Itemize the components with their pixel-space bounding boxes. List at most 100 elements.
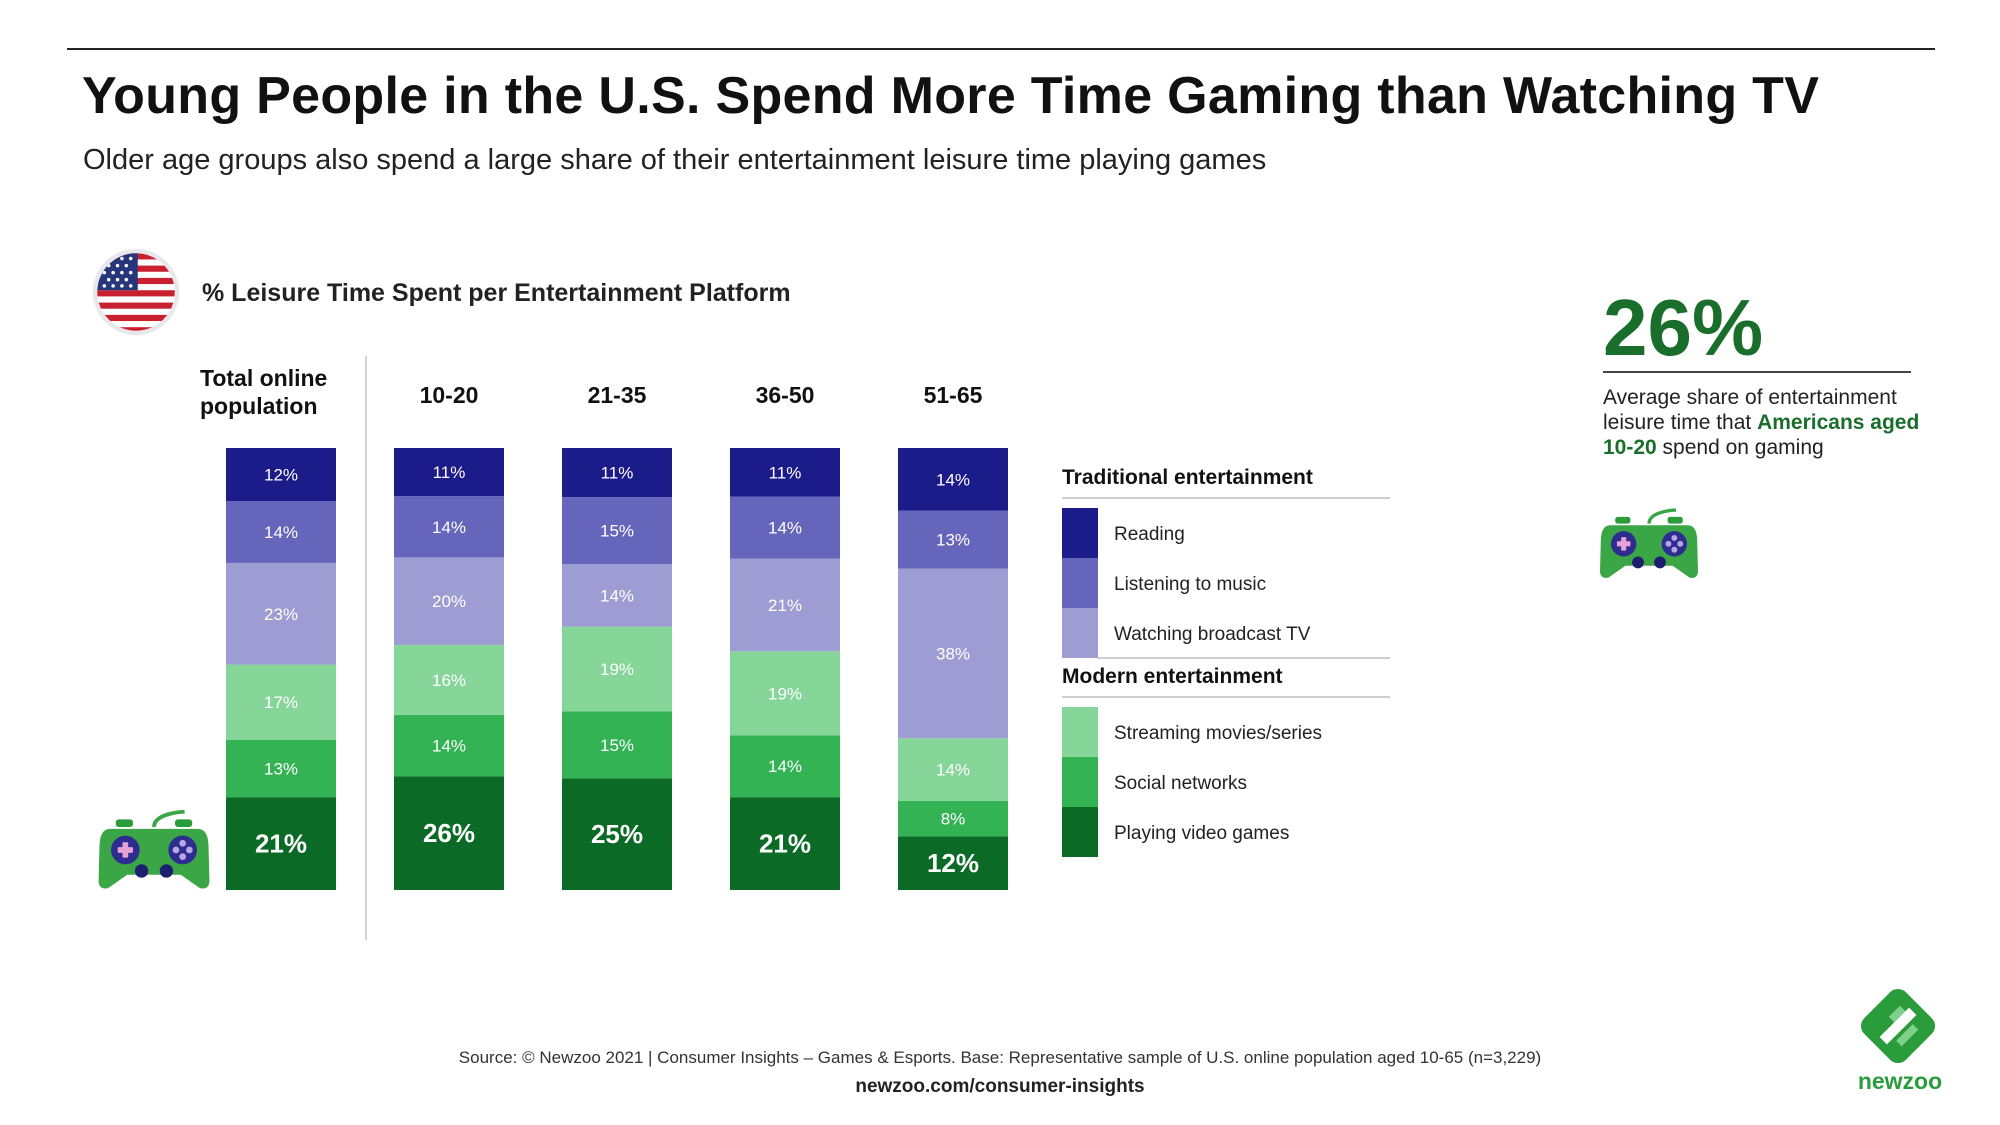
game-controller-icon — [98, 809, 210, 889]
legend-swatch — [1062, 508, 1098, 558]
bar-segment — [226, 448, 336, 502]
bar-segment — [562, 448, 672, 498]
bar-value-label: 38% — [936, 644, 970, 663]
bar-segment — [562, 564, 672, 627]
highlight-value: 26% — [1603, 283, 1764, 372]
bar-segment — [730, 797, 840, 890]
bar-segment — [394, 496, 504, 558]
top-rule — [67, 48, 1935, 50]
bar-segment — [730, 735, 840, 798]
bar-segment — [898, 568, 1008, 739]
category-label-line: Total online — [200, 365, 327, 391]
bar-segment — [226, 797, 336, 890]
bar-segment — [226, 562, 336, 665]
highlight-rule — [1603, 371, 1911, 373]
legend-swatch — [1062, 707, 1098, 757]
bar-segment — [562, 626, 672, 712]
bar-segment — [226, 664, 336, 740]
legend-item-label: Reading — [1114, 524, 1185, 545]
bar-value-label: 11% — [433, 463, 466, 482]
bar-segment — [394, 714, 504, 777]
bar-value-label: 26% — [423, 818, 475, 848]
website-link[interactable]: newzoo.com/consumer-insights — [855, 1076, 1145, 1097]
legend-item-label: Playing video games — [1114, 823, 1289, 844]
bar-value-label: 14% — [432, 518, 466, 537]
bar-segment — [898, 448, 1008, 511]
bar-value-label: 15% — [600, 736, 634, 755]
newzoo-logo-icon — [1860, 988, 1936, 1064]
bar-segment — [562, 497, 672, 565]
bar-segment — [898, 738, 1008, 801]
category-label-line: 51-65 — [924, 382, 983, 408]
legend-swatch — [1062, 558, 1098, 608]
chart-title: % Leisure Time Spent per Entertainment P… — [202, 279, 791, 307]
bar-value-label: 14% — [936, 470, 970, 489]
bar-segment — [730, 496, 840, 559]
bar-value-label: 14% — [264, 523, 298, 542]
bar-segment — [730, 651, 840, 736]
bar-segment — [394, 776, 504, 890]
highlight-desc-emphasis: Americans aged 10-20 — [1603, 411, 1920, 459]
legend-swatch — [1062, 807, 1098, 857]
bar-value-label: 12% — [927, 848, 979, 878]
page-title: Young People in the U.S. Spend More Time… — [82, 67, 1820, 125]
bar-value-label: 21% — [759, 829, 811, 859]
bar-segment — [394, 557, 504, 645]
bar-value-label: 16% — [432, 671, 466, 690]
category-label-line: 36-50 — [756, 382, 815, 408]
category-label: 10-20 — [420, 382, 479, 408]
highlight-desc-before: Average share of entertainment leisure t… — [1603, 386, 1897, 434]
newzoo-wordmark: newzoo — [1857, 1068, 1943, 1094]
bar-value-label: 11% — [769, 463, 802, 482]
bar-segment — [562, 711, 672, 779]
category-label-line: 21-35 — [588, 382, 647, 408]
bar-value-label: 19% — [600, 660, 634, 679]
legend-group-title: Traditional entertainment — [1062, 466, 1313, 489]
bar-value-label: 17% — [264, 693, 298, 712]
bar-value-label: 14% — [936, 760, 970, 779]
category-label: 51-65 — [924, 382, 983, 408]
bar-value-label: 13% — [936, 531, 970, 550]
bar-value-label: 21% — [255, 829, 307, 859]
legend-group-title: Modern entertainment — [1062, 665, 1283, 688]
bar-value-label: 14% — [768, 757, 802, 776]
bar-segment — [394, 448, 504, 497]
bar-value-label: 23% — [264, 605, 298, 624]
highlight-desc-after: spend on gaming — [1656, 436, 1824, 459]
game-controller-icon-right — [1600, 508, 1698, 578]
category-label: 36-50 — [756, 382, 815, 408]
legend-item-label: Watching broadcast TV — [1114, 624, 1311, 645]
bar-segment — [562, 778, 672, 890]
legend-swatch — [1062, 608, 1098, 658]
bar-value-label: 15% — [600, 522, 634, 541]
bar-value-label: 25% — [591, 819, 643, 849]
bar-value-label: 20% — [432, 592, 466, 611]
bar-value-label: 14% — [600, 586, 634, 605]
bar-value-label: 12% — [264, 466, 298, 485]
bar-segment — [898, 836, 1008, 890]
bar-value-label: 8% — [941, 810, 966, 829]
category-label: 21-35 — [588, 382, 647, 408]
bar-segment — [730, 558, 840, 652]
page-subtitle: Older age groups also spend a large shar… — [83, 144, 1267, 176]
bar-value-label: 21% — [768, 596, 802, 615]
category-label: Total online population — [200, 365, 327, 419]
legend-item-label: Streaming movies/series — [1114, 723, 1322, 744]
highlight-description: Average share of entertainment leisure t… — [1603, 385, 1923, 460]
legend-swatch — [1062, 757, 1098, 807]
category-label-line: population — [200, 393, 318, 419]
source-note: Source: © Newzoo 2021 | Consumer Insight… — [458, 1048, 1542, 1067]
legend-item-label: Social networks — [1114, 773, 1247, 794]
bar-segment — [898, 800, 1008, 837]
category-label-line: 10-20 — [420, 382, 479, 408]
bar-value-label: 11% — [601, 464, 634, 483]
bar-segment — [226, 501, 336, 563]
bar-segment — [898, 510, 1008, 569]
bar-segment — [730, 448, 840, 497]
bar-segment — [394, 644, 504, 715]
legend-item-label: Listening to music — [1114, 574, 1266, 595]
bar-value-label: 14% — [768, 519, 802, 538]
bar-segment — [226, 739, 336, 798]
bar-value-label: 14% — [432, 737, 466, 756]
